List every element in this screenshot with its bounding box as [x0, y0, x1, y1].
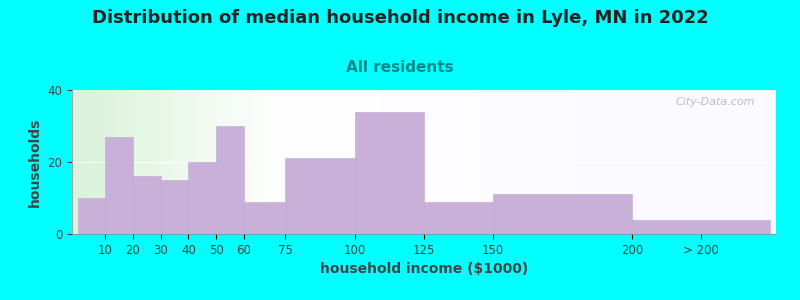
Bar: [354, 112, 424, 234]
Bar: [133, 176, 161, 234]
Bar: [244, 202, 286, 234]
Bar: [494, 194, 632, 234]
Bar: [189, 162, 216, 234]
Bar: [161, 180, 189, 234]
Y-axis label: households: households: [28, 117, 42, 207]
Text: City-Data.com: City-Data.com: [675, 97, 755, 107]
Bar: [424, 202, 494, 234]
Bar: [632, 220, 770, 234]
X-axis label: household income ($1000): household income ($1000): [320, 262, 528, 276]
Text: All residents: All residents: [346, 60, 454, 75]
Bar: [216, 126, 244, 234]
Text: Distribution of median household income in Lyle, MN in 2022: Distribution of median household income …: [92, 9, 708, 27]
Bar: [106, 137, 133, 234]
Bar: [286, 158, 354, 234]
Bar: [78, 198, 106, 234]
